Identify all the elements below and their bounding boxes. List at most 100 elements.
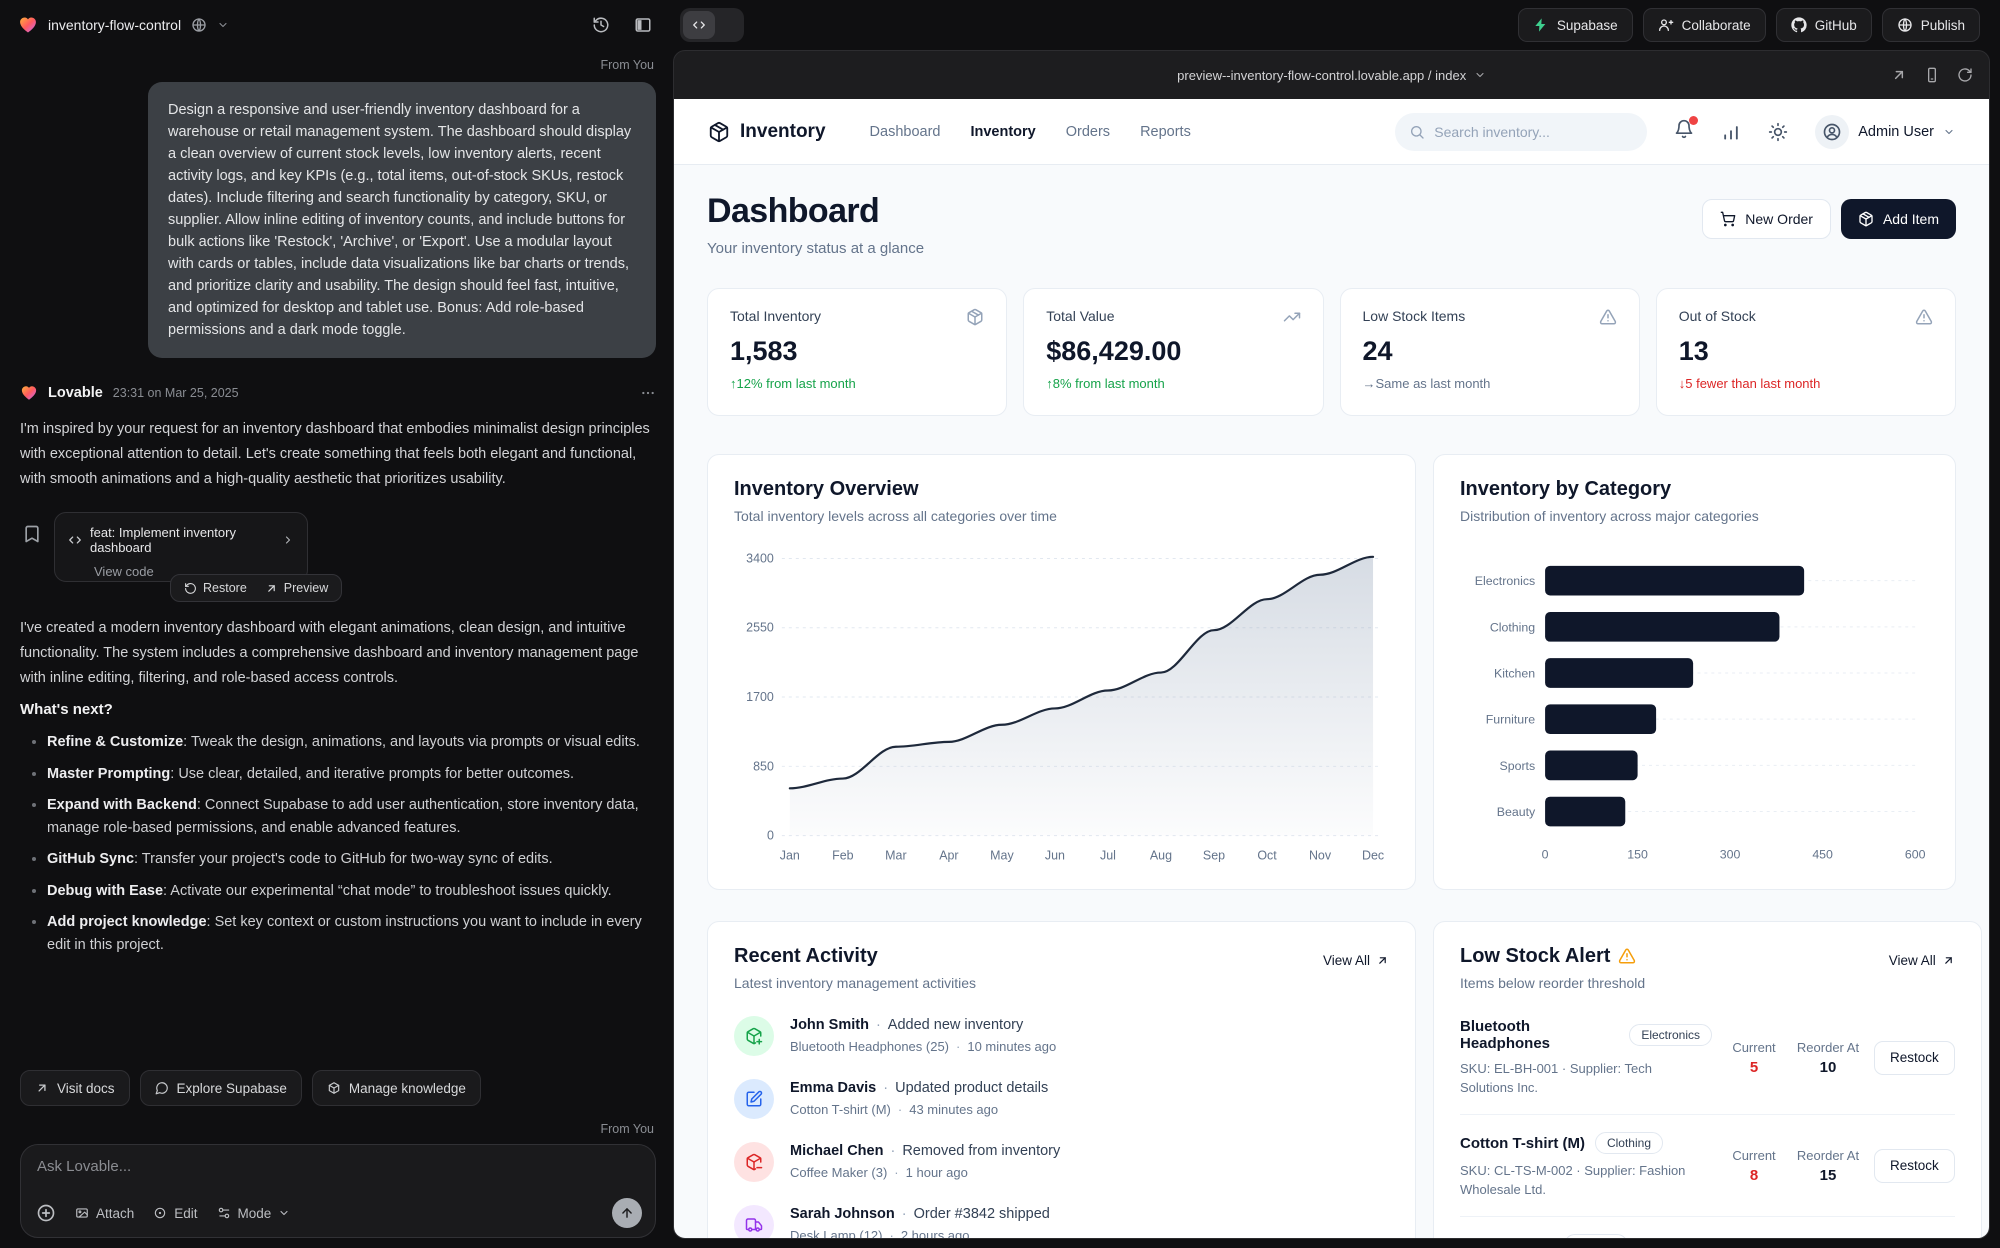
bookmark-icon[interactable] xyxy=(22,524,42,544)
svg-text:Mar: Mar xyxy=(885,849,906,863)
restock-button[interactable]: Restock xyxy=(1874,1148,1955,1183)
low-stock-row[interactable]: Coffee Maker Kitchen SKU: KT-CM-003 · Su… xyxy=(1460,1216,1955,1238)
project-switcher[interactable]: inventory-flow-control xyxy=(0,15,229,35)
theme-toggle-sun-icon[interactable] xyxy=(1768,122,1788,142)
activity-row[interactable]: Michael Chen · Removed from inventory Coff… xyxy=(734,1142,1389,1182)
bottom-row: Recent Activity Latest inventory managem… xyxy=(707,921,1982,1238)
user-menu[interactable]: Admin User xyxy=(1815,114,1955,149)
chat-input[interactable] xyxy=(37,1158,591,1175)
chevron-down-icon xyxy=(217,19,229,31)
github-button[interactable]: GitHub xyxy=(1775,8,1872,42)
activity-row[interactable]: Sarah Johnson · Order #3842 shipped Desk L… xyxy=(734,1205,1389,1238)
new-order-button[interactable]: New Order xyxy=(1702,199,1831,239)
arrow-up-right-icon xyxy=(265,582,278,595)
nav-reports[interactable]: Reports xyxy=(1140,123,1191,140)
open-external-icon[interactable] xyxy=(1891,67,1907,83)
svg-text:0: 0 xyxy=(1542,847,1549,861)
version-card[interactable]: feat: Implement inventory dashboard View… xyxy=(54,512,308,582)
code-view-toggle[interactable] xyxy=(680,8,744,42)
page-title: Dashboard xyxy=(707,192,880,230)
chevron-right-icon xyxy=(282,534,294,546)
more-options-icon[interactable] xyxy=(640,385,656,401)
app-header: Inventory Dashboard Inventory Orders Rep… xyxy=(674,99,1989,165)
nav-dashboard[interactable]: Dashboard xyxy=(869,123,941,140)
truck-icon xyxy=(745,1216,763,1234)
kpi-out-of-stock[interactable]: Out of Stock 13 ↓5 fewer than last month xyxy=(1655,288,1956,416)
chat-panel: From You Design a responsive and user-fr… xyxy=(0,50,672,1248)
edit-button[interactable]: Edit xyxy=(153,1206,198,1221)
activity-row[interactable]: John Smith · Added new inventory Bluetooth… xyxy=(734,1016,1389,1056)
collaborate-button[interactable]: Collaborate xyxy=(1642,8,1766,42)
activity-title: Recent Activity xyxy=(734,945,878,967)
add-item-label: Add Item xyxy=(1882,211,1939,227)
search-icon xyxy=(1409,124,1425,140)
mode-selector[interactable]: Mode xyxy=(217,1206,291,1221)
kpi-total-inventory[interactable]: Total Inventory 1,583 ↑12% from last mon… xyxy=(707,288,1008,416)
preview-button[interactable]: Preview xyxy=(265,581,328,595)
kpi-label: Total Inventory xyxy=(730,308,822,324)
page-subtitle: Your inventory status at a glance xyxy=(707,240,925,257)
notifications-button[interactable] xyxy=(1674,116,1699,144)
send-button[interactable] xyxy=(612,1198,642,1228)
kpi-total-value[interactable]: Total Value $86,429.00 ↑8% from last mon… xyxy=(1023,288,1324,416)
view-all-link[interactable]: View All xyxy=(1889,953,1955,968)
activity-row[interactable]: Emma Davis · Updated product details Cotto… xyxy=(734,1079,1389,1119)
assistant-intro: I'm inspired by your request for an inve… xyxy=(20,421,650,487)
kpi-value: 24 xyxy=(1362,336,1393,366)
mobile-view-icon[interactable] xyxy=(1924,67,1940,83)
arrow-up-right-icon xyxy=(1942,954,1955,967)
svg-text:Dec: Dec xyxy=(1362,849,1384,863)
new-order-label: New Order xyxy=(1745,211,1813,227)
category-badge: Electronics xyxy=(1629,1024,1712,1046)
activity-list: John Smith · Added new inventory Bluetooth… xyxy=(734,1016,1389,1238)
refresh-icon[interactable] xyxy=(1957,67,1973,83)
version-title-row[interactable]: feat: Implement inventory dashboard xyxy=(68,525,294,555)
view-all-link[interactable]: View All xyxy=(1323,953,1389,968)
add-item-button[interactable]: Add Item xyxy=(1840,199,1956,239)
code-icon xyxy=(692,18,706,32)
manage-knowledge-label: Manage knowledge xyxy=(348,1080,466,1096)
restore-button[interactable]: Restore xyxy=(184,581,247,595)
search-box[interactable] xyxy=(1395,112,1648,151)
svg-text:Oct: Oct xyxy=(1257,849,1277,863)
preview-label: Preview xyxy=(283,581,329,595)
alert-triangle-icon xyxy=(1618,947,1636,965)
svg-text:Furniture: Furniture xyxy=(1486,713,1536,727)
list-item: Expand with Backend: Connect Supabase to… xyxy=(47,794,656,839)
preview-url[interactable]: preview--inventory-flow-control.lovable.… xyxy=(674,68,1989,83)
low-stock-row[interactable]: Cotton T-shirt (M) Clothing SKU: CL-TS-M… xyxy=(1460,1114,1955,1216)
history-icon[interactable] xyxy=(592,16,610,34)
svg-text:May: May xyxy=(990,849,1014,863)
github-icon xyxy=(1791,17,1807,33)
version-title: feat: Implement inventory dashboard xyxy=(90,525,236,555)
restock-button[interactable]: Restock xyxy=(1874,1040,1955,1075)
chat-messages[interactable]: From You Design a responsive and user-fr… xyxy=(20,50,656,1062)
chart-subtitle: Distribution of inventory across major c… xyxy=(1460,508,1759,524)
activity-subtitle: Latest inventory management activities xyxy=(734,975,977,991)
svg-text:3400: 3400 xyxy=(746,551,774,565)
svg-text:0: 0 xyxy=(767,829,774,843)
app-brand[interactable]: Inventory xyxy=(708,121,826,143)
trending-up-icon xyxy=(1283,308,1301,326)
explore-supabase-button[interactable]: Explore Supabase xyxy=(139,1070,302,1106)
add-icon[interactable] xyxy=(36,1203,56,1223)
nav-orders[interactable]: Orders xyxy=(1065,123,1111,140)
view-code-link[interactable]: View code xyxy=(94,564,154,579)
sidebar-toggle-icon[interactable] xyxy=(634,16,652,34)
attach-button[interactable]: Attach xyxy=(75,1206,134,1221)
publish-button[interactable]: Publish xyxy=(1881,8,1980,42)
preview-chrome: preview--inventory-flow-control.lovable.… xyxy=(674,51,1989,99)
search-input[interactable] xyxy=(1434,123,1615,140)
svg-text:Sep: Sep xyxy=(1203,849,1225,863)
kpi-delta: ↑12% from last month xyxy=(730,376,856,391)
svg-text:Clothing: Clothing xyxy=(1490,620,1535,634)
low-stock-card: Low Stock Alert Items below reorder thre… xyxy=(1433,921,1982,1238)
supabase-button[interactable]: Supabase xyxy=(1517,8,1633,42)
analytics-icon[interactable] xyxy=(1721,122,1741,142)
nav-inventory[interactable]: Inventory xyxy=(970,123,1036,140)
low-stock-row[interactable]: Bluetooth Headphones Electronics SKU: EL… xyxy=(1460,1001,1955,1114)
chat-input-box[interactable]: Attach Edit Mode xyxy=(20,1144,656,1238)
visit-docs-button[interactable]: Visit docs xyxy=(20,1070,130,1106)
kpi-low-stock[interactable]: Low Stock Items 24 →Same as last month xyxy=(1339,288,1640,416)
manage-knowledge-button[interactable]: Manage knowledge xyxy=(311,1070,481,1106)
